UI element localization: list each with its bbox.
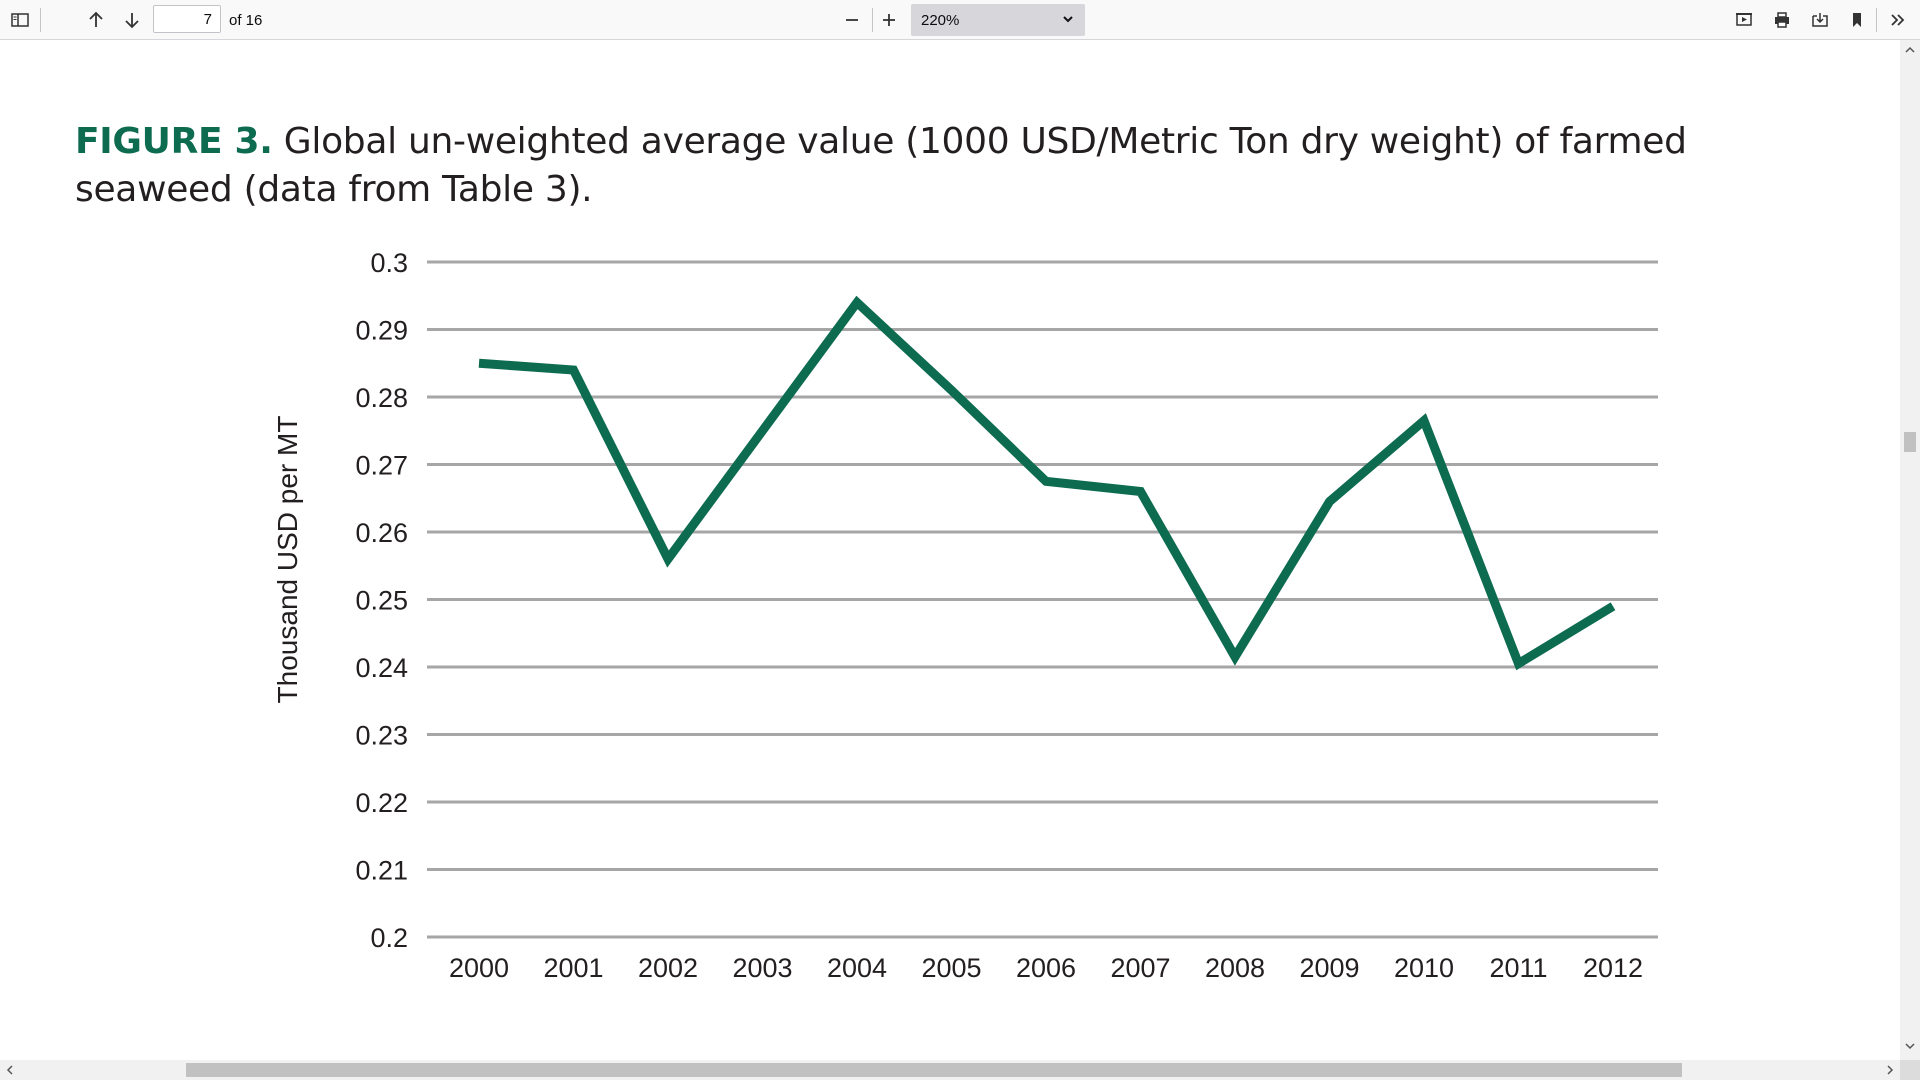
sidebar-toggle-icon[interactable] (6, 6, 34, 34)
presentation-mode-icon[interactable] (1730, 6, 1758, 34)
x-tick-label: 2009 (1299, 953, 1359, 983)
vertical-scrollbar[interactable] (1900, 40, 1920, 1060)
vertical-scrollbar-thumb[interactable] (1904, 432, 1916, 452)
data-points (478, 302, 1614, 664)
y-axis-ticks: 0.3 0.29 0.28 0.27 0.26 0.25 0.24 0.23 0.22 0.21 0… (355, 248, 408, 953)
scroll-right-icon[interactable] (1884, 1064, 1896, 1076)
x-tick-label: 2005 (921, 953, 981, 983)
toolbar-divider (40, 8, 41, 32)
zoom-select[interactable]: 220% (911, 4, 1085, 36)
series-line (478, 295, 1616, 671)
x-tick-label: 2008 (1205, 953, 1265, 983)
y-tick-label: 0.23 (355, 721, 408, 751)
x-tick-label: 2003 (732, 953, 792, 983)
toolbar-divider (1876, 8, 1877, 32)
page-count-label: of 16 (229, 12, 263, 29)
y-tick-label: 0.29 (355, 316, 408, 346)
y-tick-label: 0.22 (355, 788, 408, 818)
y-axis-label: Thousand USD per MT (272, 416, 303, 704)
plus-icon[interactable] (875, 6, 903, 34)
y-tick-label: 0.3 (370, 248, 408, 278)
zoom-value: 220% (921, 11, 960, 29)
y-tick-label: 0.24 (355, 653, 408, 683)
x-axis-ticks: 2000 2001 2002 2003 2004 2005 2006 2007 2008 2009… (449, 953, 1643, 983)
x-tick-label: 2007 (1110, 953, 1170, 983)
scroll-left-icon[interactable] (4, 1064, 16, 1076)
y-tick-label: 0.25 (355, 586, 408, 616)
arrow-down-icon[interactable] (118, 6, 146, 34)
double-chevron-right-icon[interactable] (1884, 6, 1912, 34)
figure-caption-text: Global un-weighted average value (1000 U… (75, 121, 1687, 210)
toolbar-divider (872, 8, 873, 32)
line-chart: 0.3 0.29 0.28 0.27 0.26 0.25 0.24 0.23 0.22 0.21 0… (272, 248, 1658, 983)
pdf-toolbar: of 16 220% (0, 0, 1920, 40)
download-icon[interactable] (1806, 6, 1834, 34)
chevron-down-icon (1063, 16, 1073, 23)
page-number-input[interactable] (153, 5, 221, 33)
document-page: FIGURE 3. Global un-weighted average val… (0, 40, 1900, 1060)
horizontal-scrollbar-thumb[interactable] (186, 1063, 1682, 1077)
bookmark-icon[interactable] (1843, 6, 1871, 34)
figure-label: FIGURE 3. (75, 121, 273, 162)
y-tick-label: 0.21 (355, 856, 408, 886)
grid-lines (427, 260, 1658, 939)
x-tick-label: 2011 (1489, 953, 1547, 983)
minus-icon[interactable] (838, 6, 866, 34)
x-tick-label: 2004 (827, 953, 887, 983)
y-tick-label: 0.2 (370, 923, 408, 953)
y-tick-label: 0.26 (355, 518, 408, 548)
x-tick-label: 2002 (638, 953, 698, 983)
print-icon[interactable] (1768, 6, 1796, 34)
x-tick-label: 2006 (1016, 953, 1076, 983)
x-tick-label: 2001 (543, 953, 603, 983)
y-tick-label: 0.27 (355, 451, 408, 481)
x-tick-label: 2010 (1394, 953, 1454, 983)
y-tick-label: 0.28 (355, 383, 408, 413)
arrow-up-icon[interactable] (82, 6, 110, 34)
scrollbar-corner (1900, 1060, 1920, 1080)
scroll-down-icon[interactable] (1904, 1040, 1916, 1052)
horizontal-scrollbar[interactable] (0, 1060, 1900, 1080)
x-tick-label: 2000 (449, 953, 509, 983)
x-tick-label: 2012 (1583, 953, 1643, 983)
figure-caption: FIGURE 3. Global un-weighted average val… (75, 118, 1835, 214)
scroll-up-icon[interactable] (1904, 44, 1916, 56)
